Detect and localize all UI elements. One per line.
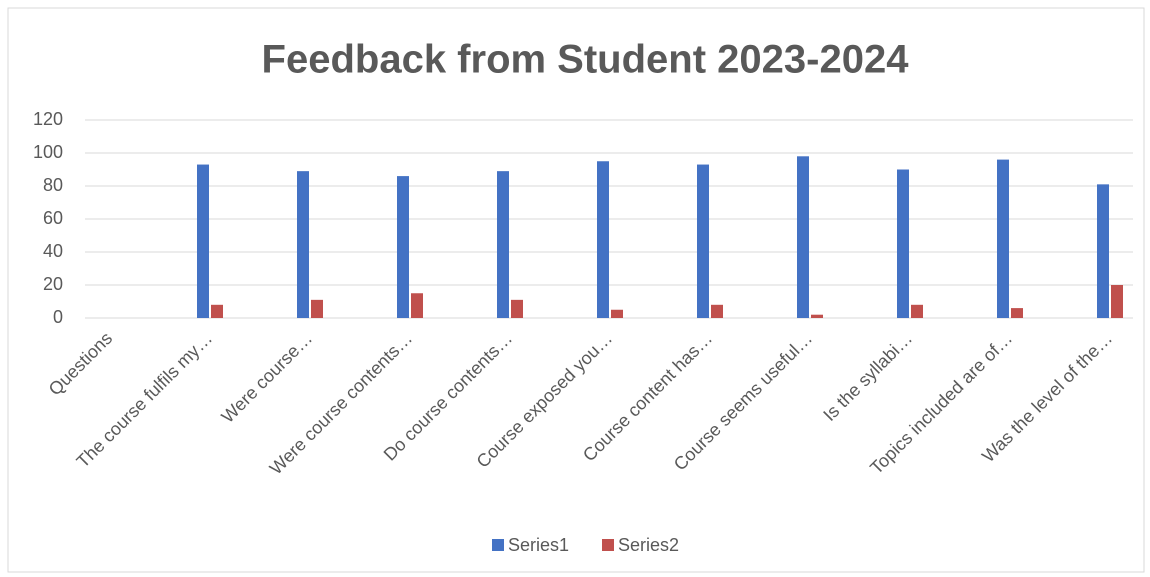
legend-swatch (602, 539, 614, 551)
bar (397, 176, 409, 318)
bar (297, 171, 309, 318)
y-tick-label: 120 (33, 109, 63, 129)
bar (597, 161, 609, 318)
bar (497, 171, 509, 318)
legend-label: Series1 (508, 535, 569, 555)
bar (697, 164, 709, 318)
bar (797, 156, 809, 318)
bar (911, 304, 923, 318)
bar (997, 159, 1009, 318)
bar (411, 293, 423, 318)
chart-title: Feedback from Student 2023-2024 (262, 38, 910, 82)
y-tick-label: 100 (33, 142, 63, 162)
legend-swatch (492, 539, 504, 551)
bar (897, 169, 909, 318)
y-tick-label: 20 (43, 274, 63, 294)
chart-border (7, 7, 1145, 573)
y-tick-label: 60 (43, 208, 63, 228)
bar (1011, 308, 1023, 318)
bar (1097, 184, 1109, 318)
bar (197, 164, 209, 318)
bar (711, 304, 723, 318)
y-tick-label: 40 (43, 241, 63, 261)
legend-label: Series2 (618, 535, 679, 555)
bar (811, 314, 823, 318)
bar (511, 299, 523, 318)
bar (311, 299, 323, 318)
y-tick-label: 0 (53, 307, 63, 327)
bar (211, 304, 223, 318)
bar (611, 309, 623, 318)
y-tick-label: 80 (43, 175, 63, 195)
bar (1111, 285, 1123, 318)
